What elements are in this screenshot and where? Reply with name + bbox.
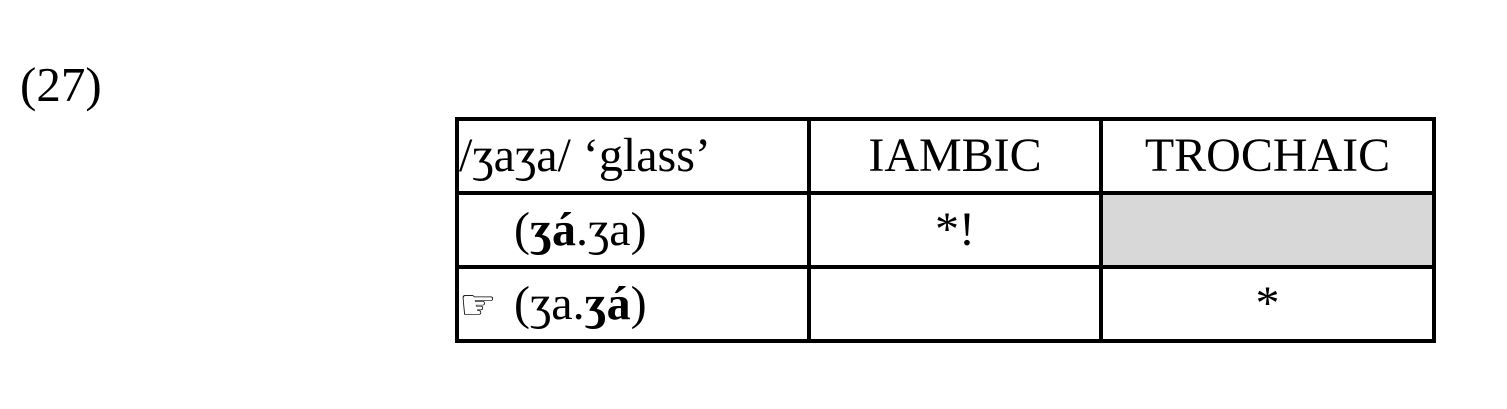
input-form-cell: /ʒaʒa/ ‘glass’ xyxy=(455,117,811,195)
violation-cell-trochaic-winner: * xyxy=(1099,265,1436,343)
candidate-text: (ʒá.ʒa) xyxy=(514,202,647,256)
ot-tableau: /ʒaʒa/ ‘glass’ IAMBIC TROCHAIC (ʒá.ʒa) *… xyxy=(455,117,1436,343)
violation-cell-iambic-winner xyxy=(807,265,1103,343)
stressed-syllable: ʒá xyxy=(584,276,631,330)
candidate-text: (ʒa.ʒá) xyxy=(514,276,647,330)
example-number: (27) xyxy=(20,57,102,112)
candidate-row-winner: ☞ (ʒa.ʒá) * xyxy=(455,265,1436,343)
candidate-row-loser: (ʒá.ʒa) *! xyxy=(455,191,1436,269)
candidate-cell-loser: (ʒá.ʒa) xyxy=(455,191,811,269)
constraint-trochaic: TROCHAIC xyxy=(1099,117,1436,195)
winner-hand-icon: ☞ xyxy=(459,279,497,329)
stressed-syllable: ʒá xyxy=(529,202,576,256)
constraint-iambic: IAMBIC xyxy=(807,117,1103,195)
candidate-cell-winner: ☞ (ʒa.ʒá) xyxy=(455,265,811,343)
violation-cell-iambic-loser: *! xyxy=(807,191,1103,269)
violation-cell-trochaic-shaded xyxy=(1099,191,1436,269)
tableau-header-row: /ʒaʒa/ ‘glass’ IAMBIC TROCHAIC xyxy=(455,117,1436,195)
